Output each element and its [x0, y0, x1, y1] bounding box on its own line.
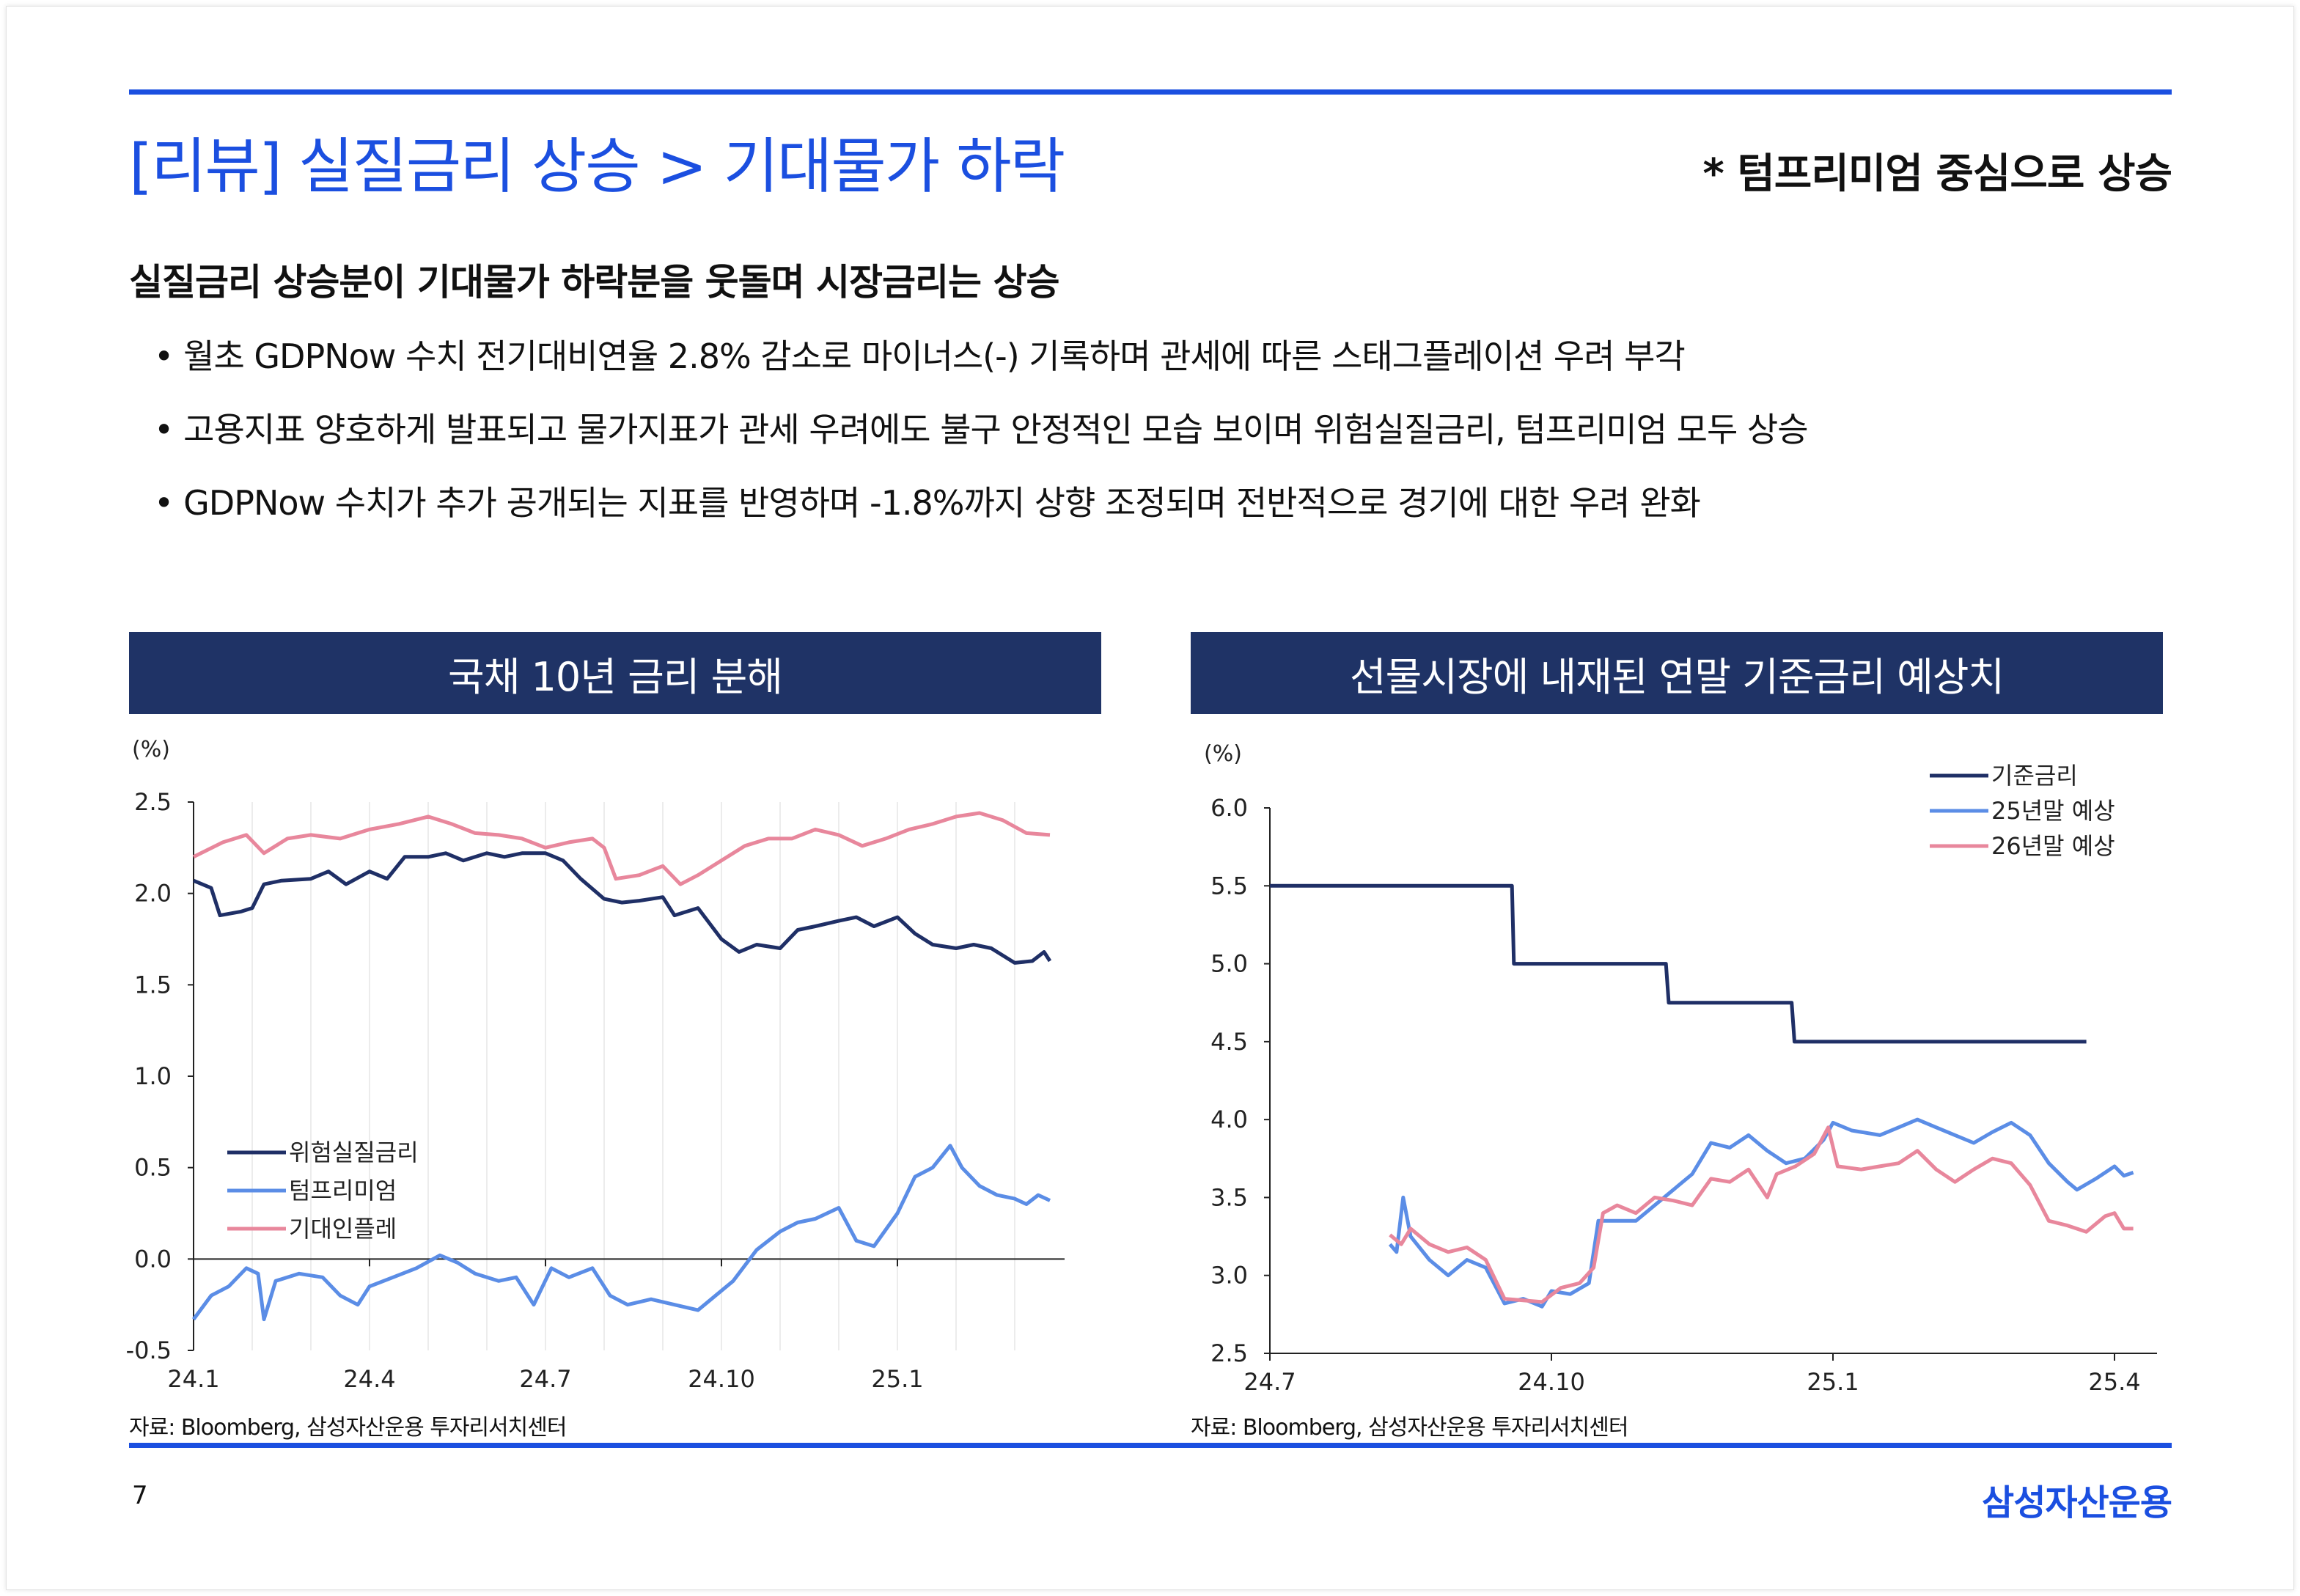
- legend-label: 26년말 예상: [1991, 832, 2115, 860]
- x-tick-label: 24.7: [1243, 1368, 1296, 1396]
- y-tick-label: 5.0: [1210, 950, 1248, 978]
- y-tick-label: -0.5: [126, 1336, 172, 1364]
- legend-label: 25년말 예상: [1991, 797, 2115, 825]
- y-tick-label: 6.0: [1210, 794, 1248, 822]
- y-axis-unit: (%): [1204, 741, 1242, 767]
- y-axis-unit: (%): [132, 737, 170, 762]
- top-rule: [129, 89, 2172, 95]
- summary-bullet: GDPNow 수치가 추가 공개되는 지표를 반영하며 -1.8%까지 상향 조…: [154, 477, 1701, 525]
- page-title: [리뷰] 실질금리 상승 > 기대물가 하락: [129, 132, 1065, 202]
- left-chart-source: 자료: Bloomberg, 삼성자산운용 투자리서치센터: [129, 1415, 567, 1441]
- page-number: 7: [132, 1481, 148, 1510]
- legend-label: 텀프리미엄: [289, 1177, 397, 1205]
- x-tick-label: 24.4: [343, 1365, 395, 1393]
- legend-label: 기준금리: [1991, 762, 2078, 790]
- summary-bullet: 고용지표 양호하게 발표되고 물가지표가 관세 우려에도 불구 안정적인 모습 …: [154, 403, 1808, 452]
- y-tick-label: 1.0: [134, 1062, 172, 1090]
- x-tick-label: 25.1: [871, 1365, 923, 1393]
- x-tick-label: 24.1: [167, 1365, 219, 1393]
- brand-logo: 삼성자산운용: [1982, 1482, 2172, 1523]
- title-note: * 텀프리미엄 중심으로 상승: [1702, 150, 2172, 198]
- legend-label: 위험실질금리: [289, 1139, 419, 1166]
- x-tick-label: 24.7: [519, 1365, 571, 1393]
- right-chart-source: 자료: Bloomberg, 삼성자산운용 투자리서치센터: [1191, 1415, 1628, 1441]
- y-tick-label: 0.5: [134, 1154, 172, 1182]
- x-tick-label: 24.10: [688, 1365, 755, 1393]
- y-tick-label: 0.0: [134, 1245, 172, 1273]
- x-tick-label: 25.4: [2088, 1368, 2140, 1396]
- series-line-2: [191, 1144, 1051, 1322]
- right-chart-title: 선물시장에 내재된 연말 기준금리 예상치: [1191, 632, 2163, 714]
- y-tick-label: 4.5: [1210, 1028, 1248, 1056]
- left-chart-title: 국채 10년 금리 분해: [129, 632, 1101, 714]
- series-line-2: [1388, 1117, 2134, 1309]
- slide-frame: [6, 6, 2294, 1590]
- series-line-1: [193, 851, 1052, 965]
- x-tick-label: 25.1: [1807, 1368, 1859, 1396]
- series-line-3: [1389, 1125, 2134, 1304]
- x-tick-label: 24.10: [1518, 1368, 1585, 1396]
- y-tick-label: 5.5: [1210, 872, 1248, 900]
- y-tick-label: 3.0: [1210, 1262, 1248, 1290]
- summary-bullet: 월초 GDPNow 수치 전기대비연율 2.8% 감소로 마이너스(-) 기록하…: [154, 330, 1686, 378]
- y-tick-label: 3.5: [1210, 1183, 1248, 1211]
- summary-heading: 실질금리 상승분이 기대물가 하락분을 웃돌며 시장금리는 상승: [129, 261, 1059, 304]
- y-tick-label: 1.5: [134, 971, 172, 999]
- y-tick-label: 2.0: [134, 880, 172, 908]
- bottom-rule: [129, 1443, 2172, 1448]
- legend-label: 기대인플레: [289, 1215, 397, 1243]
- y-tick-label: 4.0: [1210, 1106, 1248, 1133]
- y-tick-label: 2.5: [1210, 1339, 1248, 1367]
- series-line-3: [192, 811, 1051, 886]
- series-line-1: [1270, 883, 2087, 1044]
- y-tick-label: 2.5: [134, 788, 172, 816]
